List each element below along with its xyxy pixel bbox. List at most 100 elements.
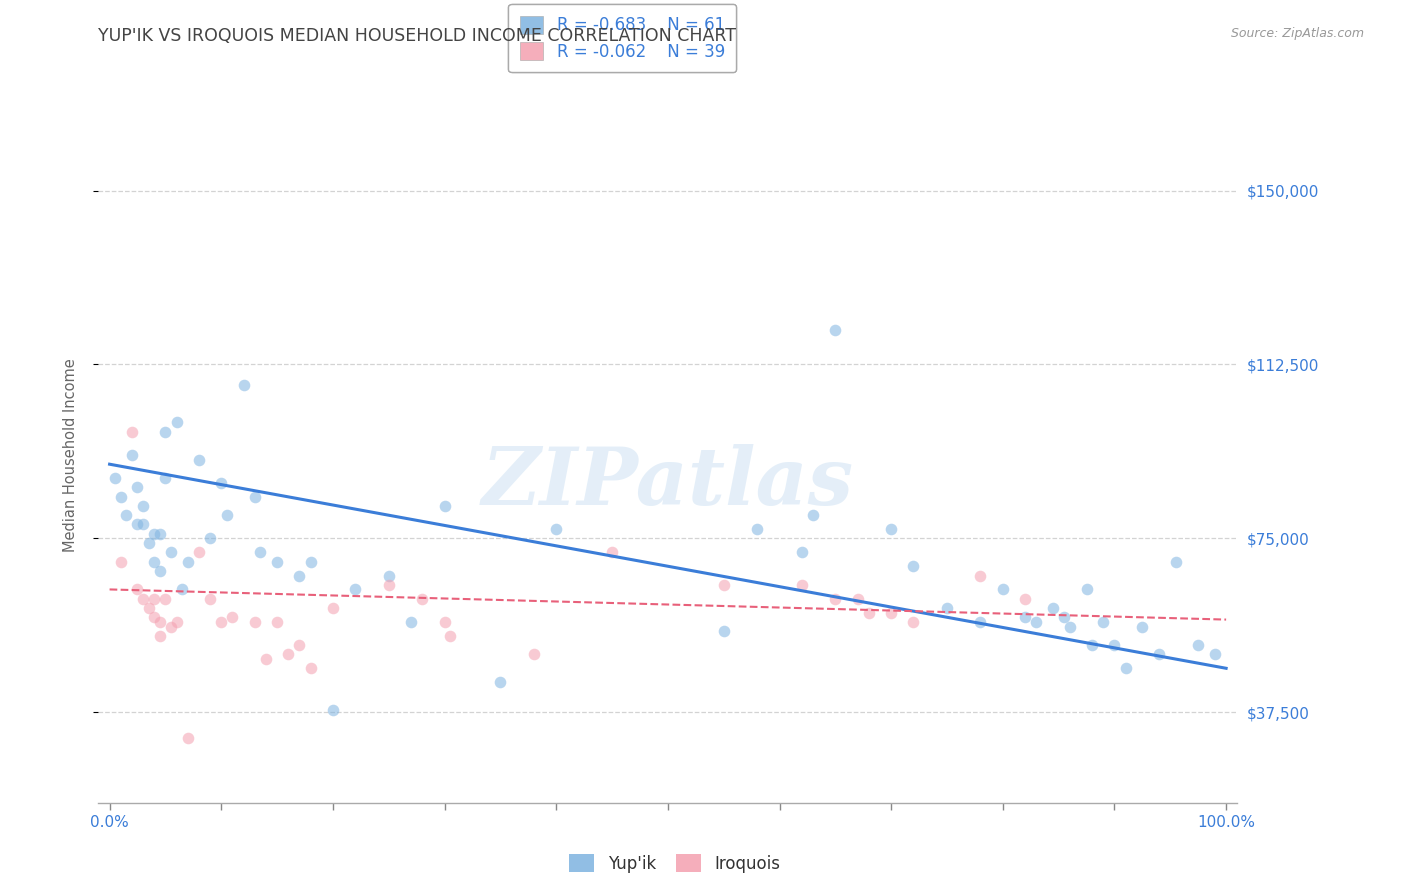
Point (149, 526, 172, 541)
Point (121, 448, 143, 462)
Point (277, 648, 299, 662)
Point (1053, 610, 1076, 624)
Point (127, 582, 149, 597)
Point (266, 615, 288, 629)
Point (155, 591, 177, 606)
Point (903, 615, 925, 629)
Point (411, 591, 433, 606)
Point (1204, 648, 1226, 662)
Point (377, 578, 399, 592)
Point (399, 615, 422, 629)
Point (209, 475, 232, 490)
Point (1164, 555, 1187, 569)
Point (149, 629, 172, 643)
Point (322, 703, 344, 717)
Point (991, 582, 1014, 597)
Point (288, 568, 311, 582)
Point (439, 629, 461, 643)
Point (1076, 582, 1098, 597)
Point (198, 532, 221, 546)
Point (858, 606, 880, 620)
Point (215, 508, 238, 523)
Text: ZIPatlas: ZIPatlas (482, 444, 853, 522)
Point (143, 610, 166, 624)
Point (523, 648, 546, 662)
Point (149, 564, 172, 578)
Point (160, 545, 183, 559)
Legend: Yup'ik, Iroquois: Yup'ik, Iroquois (562, 847, 787, 880)
Point (377, 568, 399, 582)
Point (880, 606, 903, 620)
Point (187, 545, 209, 559)
Point (198, 591, 221, 606)
Point (433, 499, 456, 513)
Point (288, 638, 311, 652)
Point (1014, 610, 1036, 624)
Point (1187, 638, 1209, 652)
Point (132, 517, 155, 532)
Point (1104, 638, 1126, 652)
Point (266, 555, 288, 569)
Point (232, 378, 254, 392)
Point (143, 591, 166, 606)
Point (880, 522, 903, 536)
Point (801, 508, 824, 523)
Point (254, 652, 277, 666)
Legend: R = -0.683    N = 61, R = -0.062    N = 39: R = -0.683 N = 61, R = -0.062 N = 39 (508, 4, 737, 72)
Point (299, 661, 322, 675)
Point (166, 615, 188, 629)
Point (1042, 601, 1064, 615)
Point (824, 591, 846, 606)
Point (433, 615, 456, 629)
Point (177, 555, 200, 569)
Point (121, 425, 143, 439)
Point (243, 615, 266, 629)
Point (546, 522, 568, 536)
Point (160, 619, 183, 633)
Point (969, 615, 991, 629)
Point (132, 499, 155, 513)
Point (166, 416, 188, 430)
Point (127, 517, 149, 532)
Point (143, 526, 166, 541)
Point (1025, 615, 1047, 629)
Point (600, 545, 623, 559)
Point (149, 615, 172, 629)
Point (344, 582, 367, 597)
Point (1147, 648, 1170, 662)
Point (713, 624, 735, 639)
Point (132, 591, 155, 606)
Point (110, 490, 132, 504)
Point (249, 545, 271, 559)
Point (155, 471, 177, 485)
Point (936, 601, 959, 615)
Point (1081, 638, 1104, 652)
Point (104, 471, 127, 485)
Point (1115, 661, 1137, 675)
Point (1130, 619, 1153, 633)
Point (221, 610, 243, 624)
Point (143, 555, 166, 569)
Point (846, 591, 869, 606)
Point (969, 568, 991, 582)
Point (299, 555, 322, 569)
Point (824, 323, 846, 337)
Point (155, 425, 177, 439)
Point (713, 578, 735, 592)
Point (1092, 615, 1115, 629)
Point (747, 522, 769, 536)
Point (489, 675, 512, 690)
Point (127, 480, 149, 494)
Point (110, 555, 132, 569)
Point (138, 601, 160, 615)
Point (903, 559, 925, 574)
Text: YUP'IK VS IROQUOIS MEDIAN HOUSEHOLD INCOME CORRELATION CHART: YUP'IK VS IROQUOIS MEDIAN HOUSEHOLD INCO… (98, 27, 737, 45)
Point (1059, 619, 1081, 633)
Point (187, 452, 209, 467)
Y-axis label: Median Household Income: Median Household Income (63, 358, 77, 552)
Point (177, 731, 200, 745)
Point (790, 545, 813, 559)
Point (209, 615, 232, 629)
Point (172, 582, 194, 597)
Point (138, 536, 160, 550)
